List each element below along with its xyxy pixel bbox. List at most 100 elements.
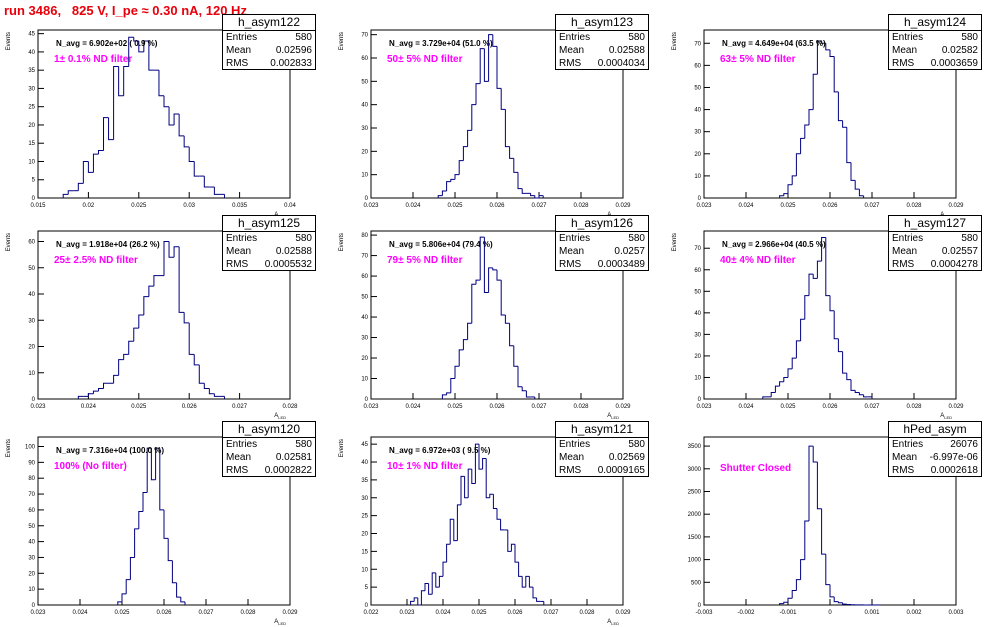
y-tick-label: 10: [28, 159, 35, 165]
histogram-bin: [164, 242, 169, 276]
x-tick-label: 0.024: [405, 404, 421, 410]
y-tick-label: 1000: [688, 558, 702, 564]
stats-label: RMS: [892, 258, 914, 271]
histogram-bin: [838, 92, 842, 121]
x-tick-label: 0.027: [531, 404, 547, 410]
stats-label: Entries: [226, 438, 257, 451]
histogram-bin: [537, 598, 541, 602]
histogram-bin: [126, 580, 130, 594]
histogram-bin: [160, 448, 164, 510]
y-tick-label: 40: [694, 311, 701, 317]
histogram-bin: [454, 519, 458, 540]
histogram-bin: [843, 603, 847, 604]
histogram-bin: [533, 587, 537, 598]
histogram-bins: [780, 446, 881, 605]
stats-label: Mean: [226, 245, 251, 258]
stats-label: RMS: [892, 57, 914, 70]
x-tick-label: 0.023: [30, 404, 46, 410]
y-tick-label: 50: [694, 289, 701, 295]
histogram-bin: [501, 519, 505, 530]
x-axis-label-sub: LED: [944, 415, 952, 420]
histogram-name: h_asym124: [889, 15, 981, 31]
histogram-bin: [809, 446, 813, 521]
y-tick-label: 35: [28, 68, 35, 74]
y-tick-label: 20: [361, 356, 368, 362]
histogram-bin: [515, 544, 519, 562]
y-tick-label: 10: [361, 377, 368, 383]
histogram-bin: [432, 573, 436, 594]
histogram-bin: [855, 390, 859, 392]
y-tick-label: 100: [25, 445, 36, 451]
y-tick-label: 0: [365, 603, 369, 609]
histogram-bin: [859, 189, 863, 196]
y-axis-label: Events: [6, 233, 12, 251]
histogram-bin: [418, 598, 422, 605]
histogram-bin: [455, 175, 459, 180]
histogram-bin: [209, 389, 214, 394]
histogram-bin: [88, 161, 93, 172]
histogram-bin: [822, 509, 826, 554]
y-tick-label: 10: [694, 375, 701, 381]
histogram-bin: [847, 127, 851, 162]
x-tick-label: 0.027: [864, 404, 880, 410]
histogram-bin: [468, 469, 472, 498]
histogram-bin: [93, 154, 98, 172]
stats-label: RMS: [559, 57, 581, 70]
histogram-bin: [843, 121, 847, 128]
stats-row-mean: Mean-6.997e-06: [889, 451, 981, 464]
histogram-bin: [194, 354, 199, 365]
histogram-bin: [788, 369, 792, 378]
n-avg-label: N_avg = 6.972e+03 ( 9.5 %): [389, 446, 490, 455]
histogram-bin: [189, 147, 194, 162]
histogram-bin: [830, 50, 834, 57]
y-tick-label: 30: [694, 130, 701, 136]
histogram-bin: [780, 382, 784, 386]
x-tick-label: 0.029: [615, 203, 631, 209]
x-tick-label: 0.025: [780, 203, 796, 209]
y-tick-label: 35: [361, 478, 368, 484]
histogram-bins: [118, 448, 185, 605]
histogram-bin: [784, 602, 788, 603]
histogram-bin: [788, 185, 792, 194]
x-tick-label: 0.026: [822, 404, 838, 410]
stats-label: Entries: [559, 438, 590, 451]
histogram-bin: [801, 138, 805, 153]
x-tick-label: 0.023: [363, 404, 379, 410]
y-tick-label: 40: [361, 103, 368, 109]
x-tick-label: 0.028: [906, 404, 922, 410]
histogram-bin: [519, 562, 523, 576]
histogram-bin: [514, 346, 518, 366]
histogram-bin: [98, 389, 103, 392]
n-avg-label: N_avg = 3.729e+04 (51.0 %): [389, 39, 493, 48]
stats-value: 580: [628, 438, 645, 451]
histogram-name: h_asym126: [556, 216, 648, 232]
histogram-bin: [463, 147, 467, 161]
histogram-bin: [194, 161, 199, 176]
histogram-bin: [809, 274, 813, 296]
histogram-bin: [843, 352, 847, 374]
x-tick-label: 0.02: [83, 203, 95, 209]
y-tick-label: 25: [28, 105, 35, 111]
x-tick-label: 0.025: [447, 404, 463, 410]
x-tick-label: 0.029: [615, 404, 631, 410]
stats-label: RMS: [226, 57, 248, 70]
x-tick-label: 0.026: [489, 203, 505, 209]
y-axis-label: Events: [339, 32, 345, 50]
y-axis-label: Events: [6, 32, 12, 50]
histogram-bin: [518, 366, 522, 386]
stats-label: Entries: [559, 31, 590, 44]
y-tick-label: 10: [361, 173, 368, 179]
x-tick-label: 0.025: [114, 610, 130, 616]
x-tick-label: 0.029: [282, 610, 298, 616]
